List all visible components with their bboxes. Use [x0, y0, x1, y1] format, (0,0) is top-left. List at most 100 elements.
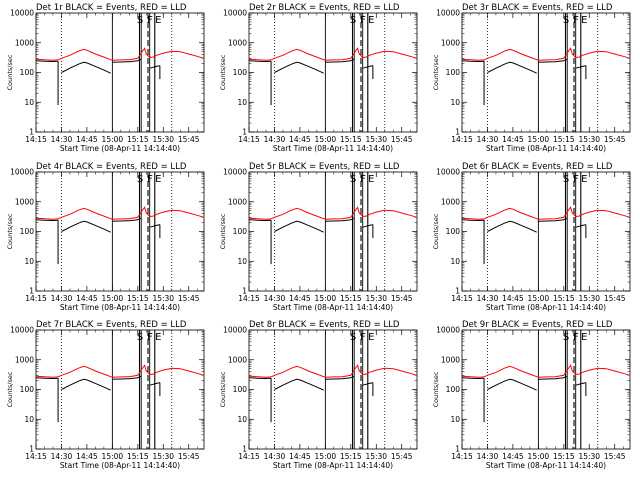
y-tick-label: 10: [24, 98, 34, 107]
panel-2: Det 2r BLACK = Events, RED = LLD 1 10 100 10…: [219, 3, 418, 153]
x-tick-label: 15:45: [178, 294, 200, 303]
series-line-events: [487, 61, 537, 74]
panel-title: Det 3r BLACK = Events, RED = LLD: [462, 3, 613, 13]
marker-label-f: F: [573, 332, 579, 343]
x-tick-label: 15:00: [528, 294, 550, 303]
x-axis-label: Start Time (08-Apr-11 14:14:40): [486, 144, 606, 153]
plot-frame: [461, 171, 631, 292]
y-tick-label: 10: [237, 257, 247, 266]
marker-label-e: E: [581, 174, 587, 185]
marker-label-s: S: [563, 15, 569, 26]
panel-5: Det 5r BLACK = Events, RED = LLD 1 10 100 10…: [219, 162, 418, 312]
plot-frame: [35, 171, 205, 292]
y-tick-label: 10: [237, 98, 247, 107]
panel-3: Det 3r BLACK = Events, RED = LLD 1 10 100 10…: [432, 3, 631, 153]
x-tick-label: 14:15: [25, 294, 47, 303]
y-tick-label: 10000: [436, 168, 460, 177]
marker-label-f: F: [147, 332, 153, 343]
panel-title: Det 9r BLACK = Events, RED = LLD: [462, 320, 613, 330]
x-tick-label: 15:45: [391, 294, 413, 303]
x-tick-label: 15:45: [391, 452, 413, 461]
series-line-events: [538, 217, 568, 222]
series-line-lld: [248, 47, 418, 61]
y-tick-label: 100: [20, 385, 35, 394]
marker-label-f: F: [573, 15, 579, 26]
x-tick-label: 14:30: [264, 135, 286, 144]
x-tick-label: 14:30: [477, 135, 499, 144]
series-line-lld: [461, 364, 631, 378]
series-line-events: [61, 378, 111, 391]
x-tick-label: 14:15: [25, 452, 47, 461]
y-axis-label: Counts/sec: [219, 54, 227, 90]
series-line-lld: [248, 364, 418, 378]
y-tick-label: 100: [446, 68, 461, 77]
marker-label-f: F: [147, 174, 153, 185]
y-tick-label: 1000: [228, 38, 247, 47]
x-tick-label: 14:45: [76, 294, 98, 303]
x-tick-label: 15:30: [578, 294, 600, 303]
x-tick-label: 14:45: [289, 294, 311, 303]
panel-title: Det 7r BLACK = Events, RED = LLD: [36, 320, 187, 330]
x-tick-label: 15:45: [178, 452, 200, 461]
y-axis-label: Counts/sec: [6, 371, 14, 407]
series-line-lld: [461, 47, 631, 61]
series-line-events: [325, 217, 355, 222]
series-line-events: [487, 378, 537, 391]
y-tick-label: 100: [233, 68, 248, 77]
marker-label-e: E: [368, 15, 374, 26]
x-tick-label: 15:00: [315, 135, 337, 144]
series-line-events: [149, 382, 161, 386]
x-tick-label: 15:00: [315, 452, 337, 461]
marker-label-f: F: [147, 15, 153, 26]
series-line-lld: [461, 206, 631, 220]
x-tick-label: 15:15: [553, 135, 575, 144]
x-tick-label: 15:45: [178, 135, 200, 144]
y-tick-label: 10: [450, 98, 460, 107]
x-tick-label: 15:15: [127, 135, 149, 144]
y-tick-label: 10000: [223, 326, 247, 335]
y-tick-label: 1000: [228, 197, 247, 206]
series-line-events: [35, 377, 59, 380]
plot-frame: [248, 329, 418, 450]
marker-label-s: S: [137, 15, 143, 26]
plot-frame: [461, 12, 631, 133]
x-axis-label: Start Time (08-Apr-11 14:14:40): [60, 144, 180, 153]
y-tick-label: 10000: [10, 168, 34, 177]
series-line-lld: [35, 206, 205, 220]
series-line-events: [61, 220, 111, 233]
y-axis-label: Counts/sec: [219, 213, 227, 249]
y-axis-label: Counts/sec: [432, 54, 440, 90]
panel-8: Det 8r BLACK = Events, RED = LLD 1 10 100 10…: [219, 320, 418, 470]
y-tick-label: 1000: [441, 38, 460, 47]
x-tick-label: 14:45: [502, 452, 524, 461]
x-tick-label: 14:15: [451, 135, 473, 144]
series-line-events: [61, 61, 111, 74]
x-axis-label: Start Time (08-Apr-11 14:14:40): [273, 461, 393, 470]
panel-title: Det 4r BLACK = Events, RED = LLD: [36, 162, 187, 172]
y-tick-label: 10000: [223, 9, 247, 18]
panel-7: Det 7r BLACK = Events, RED = LLD 1 10 100 10…: [6, 320, 205, 470]
y-tick-label: 100: [233, 227, 248, 236]
x-tick-label: 15:15: [340, 452, 362, 461]
marker-label-s: S: [350, 15, 356, 26]
y-tick-label: 10: [24, 415, 34, 424]
y-tick-label: 10000: [10, 9, 34, 18]
plot-frame: [461, 329, 631, 450]
y-tick-label: 100: [20, 227, 35, 236]
marker-label-s: S: [350, 332, 356, 343]
series-line-events: [248, 219, 272, 222]
y-tick-label: 10: [450, 257, 460, 266]
y-axis-label: Counts/sec: [6, 54, 14, 90]
y-tick-label: 1: [29, 445, 34, 454]
marker-label-e: E: [155, 332, 161, 343]
y-tick-label: 100: [233, 385, 248, 394]
x-axis-label: Start Time (08-Apr-11 14:14:40): [273, 144, 393, 153]
x-tick-label: 15:30: [365, 452, 387, 461]
marker-label-e: E: [155, 174, 161, 185]
panel-title: Det 1r BLACK = Events, RED = LLD: [36, 3, 187, 13]
marker-label-s: S: [137, 174, 143, 185]
x-tick-label: 15:00: [315, 294, 337, 303]
x-axis-label: Start Time (08-Apr-11 14:14:40): [486, 303, 606, 312]
series-line-events: [575, 382, 587, 386]
